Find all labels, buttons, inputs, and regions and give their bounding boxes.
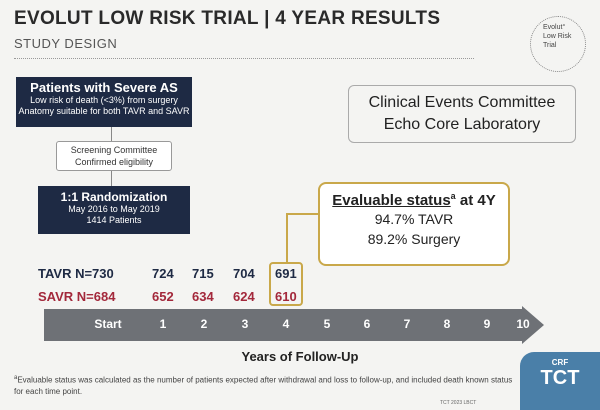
severe-as-line-1: Low risk of death (<3%) from surgery [30,95,178,105]
savr-year-3: 624 [233,289,255,304]
logo-line-3: Trial [543,42,557,49]
severe-as-box: Patients with Severe AS Low risk of deat… [16,77,192,127]
logo-line-2: Low Risk [543,33,572,40]
tavr-year-3: 704 [233,266,255,281]
axis-label: Years of Follow-Up [241,349,359,364]
committee-box: Clinical Events Committee Echo Core Labo… [348,85,576,143]
tick-4: 4 [282,317,290,331]
footnote-text: Evaluable status was calculated as the n… [14,375,513,396]
evaluable-footnote-marker: a [450,191,456,201]
screening-committee-box: Screening Committee Confirmed eligibilit… [56,141,172,171]
screening-sub: Confirmed eligibility [74,157,154,167]
tavr-label: TAVR N=730 [38,266,114,281]
timeline-arrow-shape [44,306,544,344]
savr-label: SAVR N=684 [38,289,116,304]
tct-logo: TCT [540,367,580,389]
evaluable-surgery: 89.2% Surgery [367,231,461,247]
tavr-year-1: 724 [152,266,174,281]
randomization-dates: May 2016 to May 2019 [68,204,160,214]
evaluable-status-box: Evaluable statusa at 4Y 94.7% TAVR 89.2%… [318,182,510,266]
tick-3: 3 [241,317,249,331]
severe-as-line-2: Anatomy suitable for both TAVR and SAVR [18,106,190,116]
tick-5: 5 [323,317,331,331]
savr-year-4: 610 [275,289,297,304]
connector-as-screening [111,127,112,141]
screening-title: Screening Committee [70,145,158,155]
randomization-patients: 1414 Patients [86,215,142,225]
tick-2: 2 [200,317,208,331]
tick-10: 10 [516,317,530,331]
tick-9: 9 [483,317,491,331]
slide-subtitle: STUDY DESIGN [14,36,118,51]
slide-title: EVOLUT LOW RISK TRIAL | 4 YEAR RESULTS [14,8,441,29]
crf-logo: CRF [551,358,569,367]
savr-year-2: 634 [192,289,214,304]
tick-1: 1 [159,317,167,331]
timeline-arrow [44,306,544,344]
footnote: aEvaluable status was calculated as the … [14,373,514,397]
connector-screening-randomization [111,171,112,186]
year-4-highlight [269,262,303,306]
committee-line-1: Clinical Events Committee [368,94,556,111]
tct-brand: CRF TCT [520,352,600,410]
randomization-title: 1:1 Randomization [60,190,168,204]
severe-as-title: Patients with Severe AS [30,80,178,95]
tavr-year-2: 715 [192,266,214,281]
footnote-marker: a [14,375,18,381]
tick-start: Start [94,317,122,331]
committee-line-2: Echo Core Laboratory [383,116,541,133]
trial-logo: Evolut° Low Risk Trial [530,16,586,72]
tick-8: 8 [443,317,451,331]
randomization-box: 1:1 Randomization May 2016 to May 2019 1… [38,186,190,234]
tick-6: 6 [363,317,371,331]
evaluable-title-suffix: at 4Y [455,192,496,209]
evaluable-title: Evaluable statusa at 4Y [320,191,508,209]
logo-line-1: Evolut° [543,24,566,31]
evaluable-tavr: 94.7% TAVR [374,211,454,227]
title-divider [14,58,474,59]
slide-credit: TCT 2023 LBCT [440,400,477,406]
savr-year-1: 652 [152,289,174,304]
tavr-year-4: 691 [275,266,297,281]
tick-7: 7 [403,317,411,331]
evaluable-connector [286,213,318,262]
evaluable-title-text: Evaluable status [332,192,451,209]
